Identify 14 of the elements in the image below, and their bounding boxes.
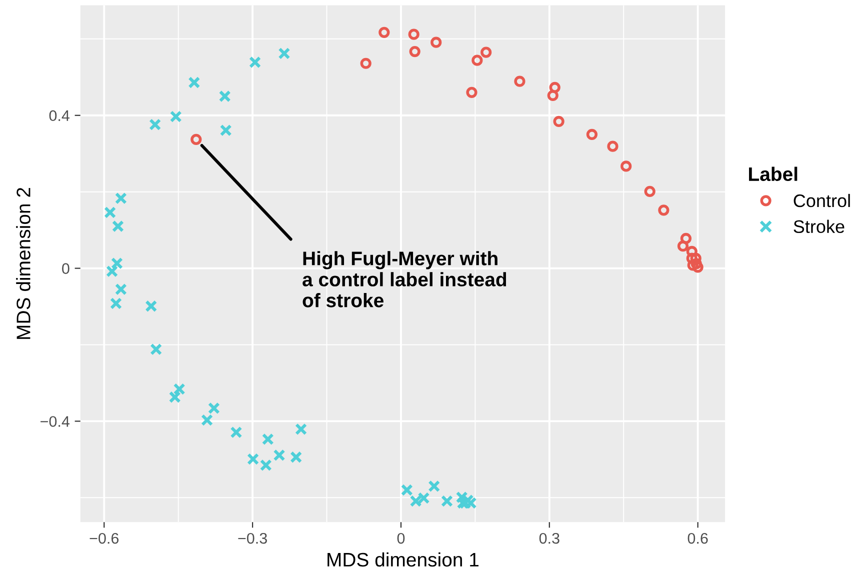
y-tick-label: −0.4 [40, 416, 70, 427]
x-tick-label: 0.6 [688, 532, 708, 544]
y-tick-label: 0.4 [49, 110, 70, 122]
x-axis-title: MDS dimension 1 [328, 552, 478, 567]
legend-label: Stroke [794, 220, 844, 234]
legend-title: Label [749, 166, 798, 182]
x-tick-label: −0.3 [238, 532, 267, 544]
annotation: High Fugl-Meyer with a control label instead of stroke [302, 251, 506, 308]
x-tick-label: 0 [397, 532, 405, 544]
legend-label: Control [794, 194, 850, 208]
x-tick-label: 0.3 [539, 532, 560, 544]
y-axis-title: MDS dimension 2 [16, 188, 30, 339]
y-tick-label: 0 [62, 263, 70, 274]
x-tick-label: −0.6 [90, 532, 119, 544]
